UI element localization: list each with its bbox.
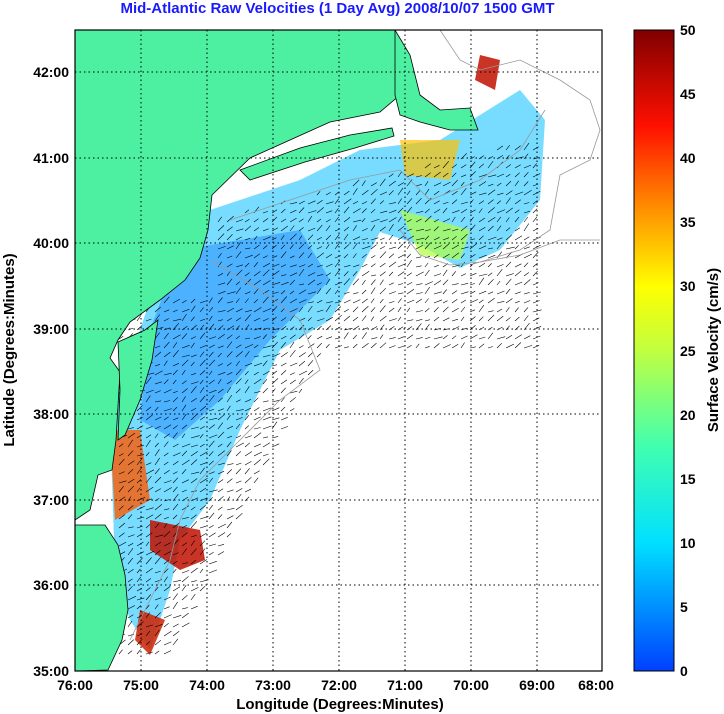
y-tick-label: 36:00 — [33, 577, 69, 593]
y-axis-label: Latitude (Degrees:Minutes) — [1, 253, 18, 446]
colorbar-tick-label: 35 — [680, 214, 696, 230]
x-tick-label: 70:00 — [453, 677, 489, 693]
y-tick-label: 37:00 — [33, 492, 69, 508]
y-tick-label: 41:00 — [33, 150, 69, 166]
bathymetry-contours — [129, 30, 601, 641]
land-mainland — [75, 30, 406, 521]
grid-lines — [75, 30, 602, 671]
colorbar-tick-label: 50 — [680, 22, 696, 38]
map-title: Mid-Atlantic Raw Velocities (1 Day Avg) … — [120, 0, 555, 17]
plot-frame — [74, 29, 603, 672]
y-tick-label: 40:00 — [33, 235, 69, 251]
x-tick-label: 74:00 — [189, 677, 225, 693]
colorbar — [633, 29, 675, 672]
y-tick-label: 42:00 — [33, 64, 69, 80]
colorbar-label: Surface Velocity (cm/s) — [705, 268, 722, 432]
land-delmarva — [117, 319, 159, 441]
y-tick-label: 39:00 — [33, 321, 69, 337]
y-tick-label: 38:00 — [33, 406, 69, 422]
colorbar-tick-label: 40 — [680, 150, 696, 166]
x-tick-label: 75:00 — [123, 677, 159, 693]
land-long-island — [239, 127, 395, 181]
x-tick-label: 73:00 — [255, 677, 291, 693]
colorbar-tick-label: 30 — [680, 278, 696, 294]
x-tick-label: 69:00 — [519, 677, 555, 693]
colorbar-tick-label: 25 — [680, 343, 696, 359]
x-axis-label: Longitude (Degrees:Minutes) — [236, 696, 444, 713]
colorbar-tick-label: 20 — [680, 407, 696, 423]
colorbar-tick-label: 45 — [680, 86, 696, 102]
x-tick-label: 71:00 — [387, 677, 423, 693]
x-tick-label: 76:00 — [57, 677, 93, 693]
colorbar-tick-label: 5 — [680, 599, 688, 615]
y-tick-label: 35:00 — [33, 663, 69, 679]
velocity-vectors — [118, 142, 542, 655]
colorbar-tick-label: 0 — [680, 663, 688, 679]
land-cape-cod — [394, 30, 479, 131]
colorbar-tick-label: 10 — [680, 535, 696, 551]
x-tick-label: 68:00 — [578, 677, 614, 693]
x-tick-label: 72:00 — [321, 677, 357, 693]
colorbar-tick-label: 15 — [680, 471, 696, 487]
